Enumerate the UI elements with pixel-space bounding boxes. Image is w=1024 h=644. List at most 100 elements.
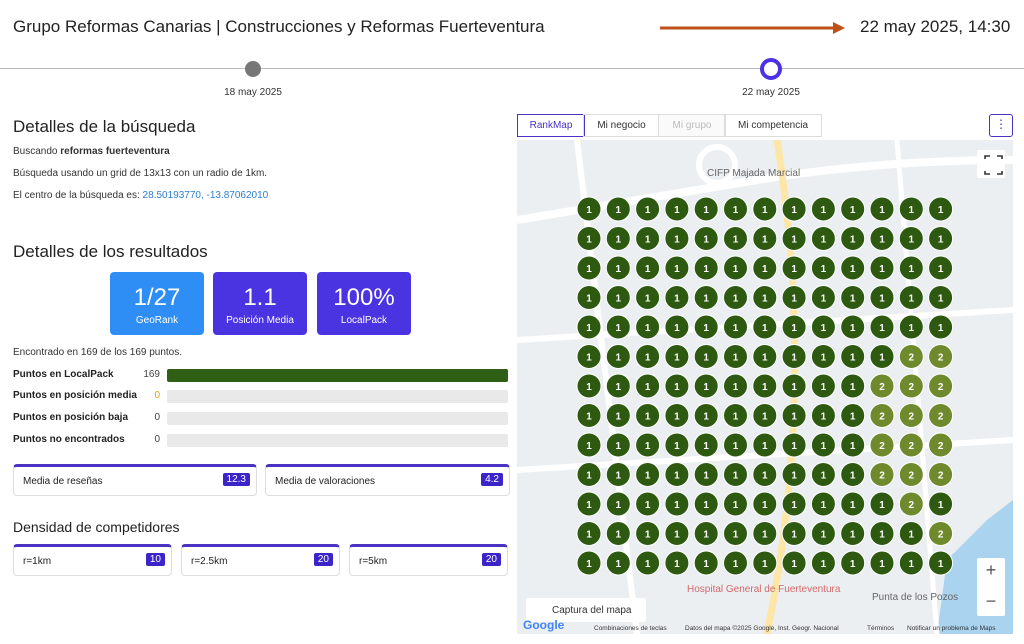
timeline-point-active[interactable] xyxy=(760,58,782,80)
rank-point xyxy=(928,314,954,340)
rank-label: 1 xyxy=(821,412,827,423)
rank-label: 1 xyxy=(909,323,915,334)
rank-point xyxy=(723,432,748,458)
arrow xyxy=(660,22,845,34)
capture-button: Captura del mapa xyxy=(552,605,632,616)
rank-point xyxy=(752,285,778,310)
rank-point xyxy=(898,403,924,428)
rank-point xyxy=(635,255,661,281)
rank-point xyxy=(810,403,836,428)
rank-label: 1 xyxy=(821,294,827,305)
rank-point xyxy=(635,373,661,399)
rank-label: 1 xyxy=(850,264,856,275)
rank-point xyxy=(898,462,924,487)
rank-label: 1 xyxy=(762,471,768,482)
rank-point xyxy=(605,491,631,517)
rank-point xyxy=(810,491,836,517)
rank-point xyxy=(635,226,661,251)
rank-point xyxy=(928,432,954,458)
rank-label: 1 xyxy=(616,235,622,246)
rank-point xyxy=(898,196,924,222)
card-value: 100% xyxy=(333,284,395,311)
rank-point xyxy=(693,432,719,458)
rank-label: 1 xyxy=(703,530,709,541)
timeline-point[interactable] xyxy=(245,61,261,77)
rank-point xyxy=(723,491,748,517)
rank-label: 1 xyxy=(791,500,797,511)
rank-label: 1 xyxy=(762,382,768,393)
rank-point xyxy=(781,462,807,487)
rank-label: 1 xyxy=(703,264,709,275)
rank-label: 1 xyxy=(586,382,592,393)
rank-label: 1 xyxy=(586,471,592,482)
rank-point xyxy=(664,196,690,222)
rank-point xyxy=(928,462,954,487)
rank-point xyxy=(869,226,895,251)
rank-point xyxy=(723,285,748,310)
rank-label: 1 xyxy=(938,264,944,275)
coords-link[interactable]: 28.50193770, -13.87062010 xyxy=(142,190,269,201)
rank-label: 1 xyxy=(586,412,592,423)
rank-point xyxy=(810,521,836,546)
rank-point xyxy=(576,344,602,369)
rank-label: 2 xyxy=(938,530,944,541)
keyword: reformas fuerteventura xyxy=(60,146,170,157)
rank-label: 1 xyxy=(850,353,856,364)
tab[interactable]: Mi competencia xyxy=(724,114,822,137)
rank-label: 1 xyxy=(879,530,885,541)
rank-point xyxy=(810,255,836,281)
rank-point xyxy=(752,403,778,428)
rank-label: 1 xyxy=(938,559,944,570)
rank-label: 1 xyxy=(909,559,915,570)
rank-point xyxy=(840,373,866,399)
rank-label: 1 xyxy=(703,205,709,216)
rank-label: 1 xyxy=(938,235,944,246)
rank-label: 1 xyxy=(879,323,885,334)
rank-label: 1 xyxy=(850,500,856,511)
rank-point xyxy=(605,226,631,251)
tab[interactable]: RankMap xyxy=(517,114,585,137)
rank-label: 1 xyxy=(938,500,944,511)
rank-point xyxy=(869,344,895,369)
rank-point xyxy=(840,462,866,487)
rank-point xyxy=(635,196,661,222)
rank-label: 1 xyxy=(674,235,680,246)
rank-label: 1 xyxy=(616,471,622,482)
timeline-label: 22 may 2025 xyxy=(742,87,800,98)
rank-label: 1 xyxy=(733,441,739,452)
rank-point xyxy=(840,521,866,546)
rank-label: 1 xyxy=(821,441,827,452)
rank-label: 1 xyxy=(762,235,768,246)
rank-label: 1 xyxy=(762,559,768,570)
rank-label: 1 xyxy=(616,353,622,364)
rank-point xyxy=(840,285,866,310)
menu-button[interactable]: ⋮ xyxy=(989,114,1013,137)
rank-label: 1 xyxy=(791,441,797,452)
rank-label: 2 xyxy=(879,441,885,452)
rank-label: 1 xyxy=(909,294,915,305)
rank-label: 1 xyxy=(733,500,739,511)
rank-label: 1 xyxy=(850,294,856,305)
rank-point xyxy=(635,285,661,310)
rank-point xyxy=(723,403,748,428)
rank-label: 2 xyxy=(938,441,944,452)
rank-label: 1 xyxy=(645,382,651,393)
tab[interactable]: Mi negocio xyxy=(583,114,660,137)
rank-point xyxy=(723,550,748,576)
rank-point xyxy=(781,196,807,222)
search-keyword: Buscando reformas fuerteventura xyxy=(13,146,170,157)
rank-label: 1 xyxy=(733,294,739,305)
rank-point xyxy=(723,373,748,399)
rank-label: 1 xyxy=(586,294,592,305)
rank-point xyxy=(693,373,719,399)
rank-point xyxy=(635,314,661,340)
rank-label: 1 xyxy=(616,205,622,216)
rank-label: 1 xyxy=(674,205,680,216)
rank-label: 1 xyxy=(733,323,739,334)
rank-label: 1 xyxy=(821,559,827,570)
stat-label: Media de valoraciones xyxy=(275,476,376,487)
density-box: r=5km 20 xyxy=(349,544,508,576)
rank-label: 1 xyxy=(586,559,592,570)
rank-label: 1 xyxy=(938,294,944,305)
row-label: Puntos en posición baja xyxy=(13,412,129,423)
